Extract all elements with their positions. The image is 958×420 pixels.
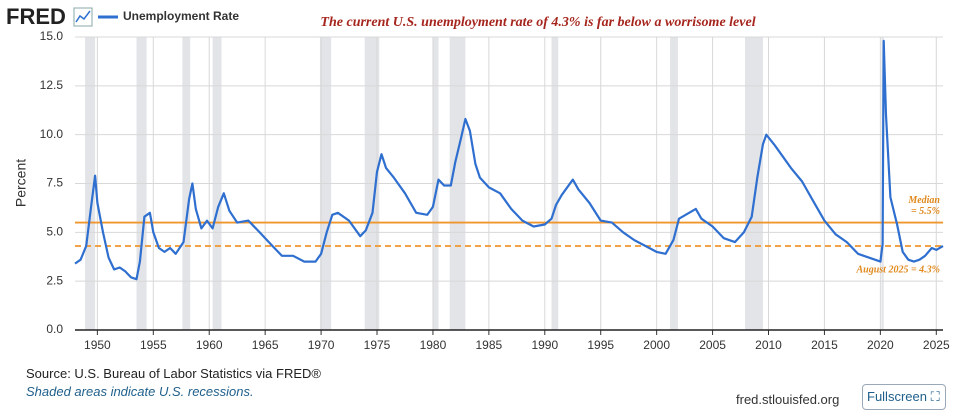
x-tick-label: 1995 xyxy=(587,338,614,352)
x-tick-label: 2020 xyxy=(867,338,894,352)
y-tick-label: 12.5 xyxy=(40,78,64,92)
x-tick-label: 2025 xyxy=(923,338,950,352)
x-tick-label: 1975 xyxy=(364,338,391,352)
y-tick-label: 10.0 xyxy=(40,127,64,141)
x-tick-label: 1970 xyxy=(308,338,335,352)
fullscreen-button[interactable]: Fullscreen ⛶ xyxy=(862,384,946,410)
x-tick-label: 2000 xyxy=(643,338,670,352)
x-tick-label: 2015 xyxy=(811,338,838,352)
y-tick-label: 0.0 xyxy=(46,322,63,336)
x-tick-label: 1965 xyxy=(252,338,279,352)
y-tick-label: 7.5 xyxy=(46,176,63,190)
y-axis-label: Percent xyxy=(13,159,29,207)
reference-label: = 5.5% xyxy=(911,206,940,217)
x-tick-label: 2005 xyxy=(699,338,726,352)
x-tick-label: 2010 xyxy=(755,338,782,352)
chart-title: The current U.S. unemployment rate of 4.… xyxy=(320,15,755,30)
logo: FRED xyxy=(6,4,66,29)
x-tick-label: 1955 xyxy=(140,338,167,352)
y-tick-label: 5.0 xyxy=(46,225,63,239)
reference-label: Median xyxy=(907,195,940,206)
site-url: fred.stlouisfed.org xyxy=(736,392,840,407)
recession-note: Shaded areas indicate U.S. recessions. xyxy=(26,384,254,399)
x-tick-label: 1980 xyxy=(420,338,447,352)
x-tick-label: 1990 xyxy=(531,338,558,352)
y-tick-label: 15.0 xyxy=(40,29,64,43)
fullscreen-label: Fullscreen xyxy=(867,389,927,404)
chart: FRED Unemployment Rate The current U.S. … xyxy=(6,4,950,352)
series-line xyxy=(74,39,944,281)
reference-label: August 2025 = 4.3% xyxy=(856,264,941,275)
logo-icon xyxy=(73,7,93,27)
source: Source: U.S. Bureau of Labor Statistics … xyxy=(26,366,321,381)
logo-icon-line xyxy=(75,10,91,23)
legend-label: Unemployment Rate xyxy=(123,9,239,23)
x-tick-label: 1950 xyxy=(84,338,111,352)
x-tick-label: 1985 xyxy=(476,338,503,352)
x-tick-label: 1960 xyxy=(196,338,223,352)
y-tick-label: 2.5 xyxy=(46,273,63,287)
